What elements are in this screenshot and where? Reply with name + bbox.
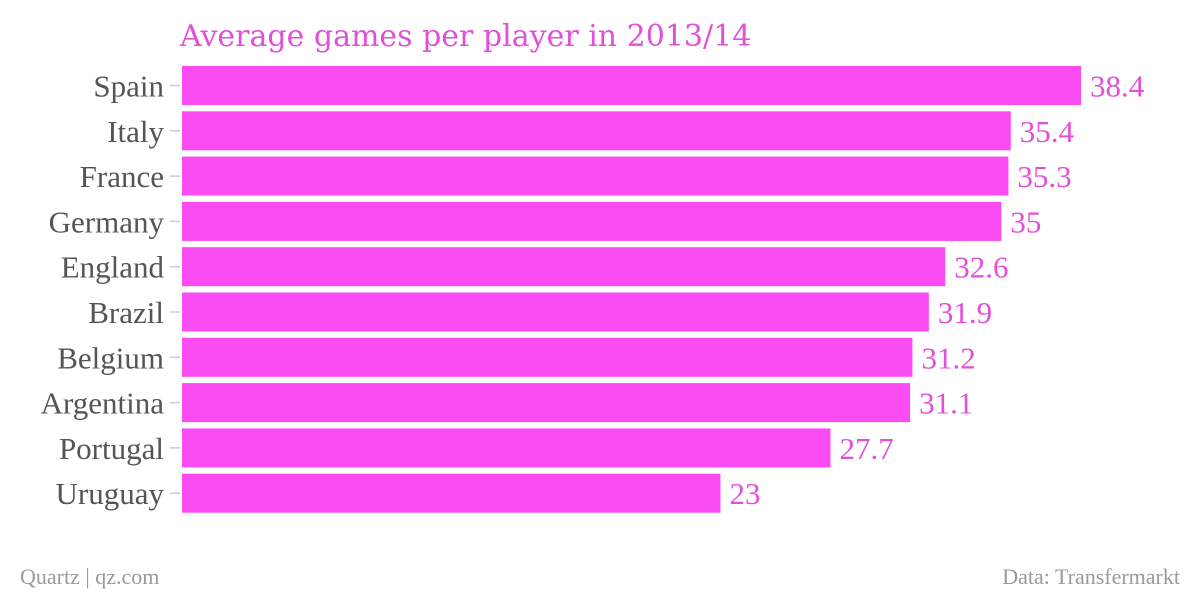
value-label: 31.1	[919, 386, 973, 421]
category-label: France	[80, 159, 164, 194]
value-label: 23	[729, 476, 760, 511]
bar	[182, 66, 1081, 105]
category-label: Brazil	[88, 295, 164, 330]
chart-title: Average games per player in 2013/14	[179, 19, 751, 54]
bar	[182, 292, 929, 332]
category-label: Portugal	[59, 431, 164, 466]
source-credit: Quartz | qz.com	[20, 564, 159, 589]
bars-group: Spain 38.4 Italy 35.4 France 35.3 Germany 35 Eng…	[41, 66, 1145, 513]
bar	[182, 473, 721, 513]
category-label: Spain	[93, 69, 164, 104]
bar	[182, 247, 946, 287]
category-label: Italy	[107, 114, 164, 149]
value-label: 35.3	[1017, 159, 1071, 194]
value-label: 35	[1010, 204, 1041, 239]
category-label: Argentina	[41, 386, 165, 421]
value-label: 27.7	[839, 431, 893, 466]
bar	[182, 428, 831, 468]
category-label: Belgium	[57, 340, 164, 375]
value-label: 32.6	[954, 250, 1008, 285]
bar	[182, 383, 911, 423]
bar	[182, 337, 913, 377]
value-label: 35.4	[1020, 114, 1075, 149]
bar	[182, 201, 1002, 241]
value-label: 31.9	[938, 295, 992, 330]
category-label: England	[61, 250, 165, 285]
data-source: Data: Transfermarkt	[1002, 564, 1180, 589]
value-label: 38.4	[1090, 69, 1145, 104]
category-label: Germany	[49, 204, 165, 239]
value-label: 31.2	[921, 340, 975, 375]
bar	[182, 156, 1009, 196]
bar	[182, 111, 1011, 151]
category-label: Uruguay	[56, 476, 165, 511]
